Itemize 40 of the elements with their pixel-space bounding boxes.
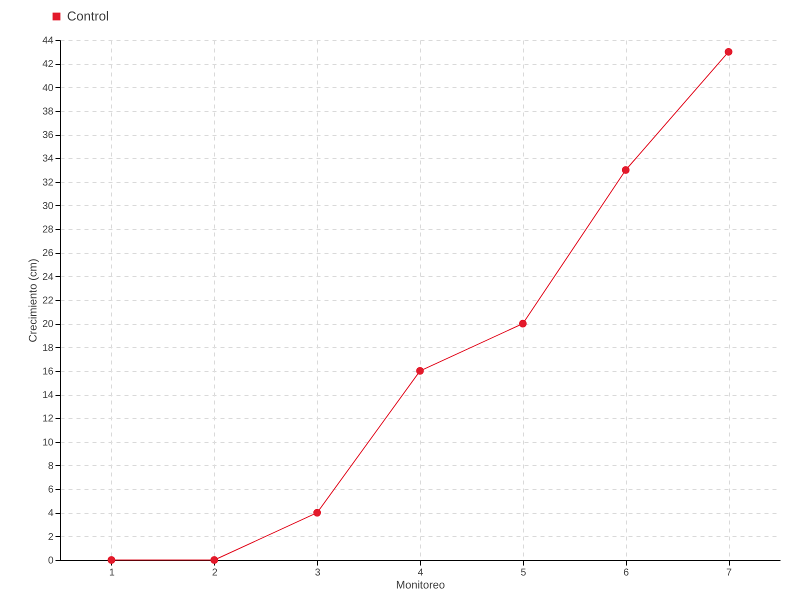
x-tick-label: 4: [418, 568, 424, 578]
y-tick-label: 20: [42, 319, 54, 330]
point: [313, 508, 322, 517]
y-tick-label: 4: [48, 508, 54, 520]
x-tick-label: 7: [726, 568, 732, 578]
y-tick-label: 44: [42, 36, 54, 46]
y-axis-title: Crecimiento (cm): [27, 258, 40, 342]
y-tick-label: 22: [42, 296, 54, 306]
y-tick-label: 32: [42, 177, 54, 188]
y-tick-label: 16: [42, 366, 54, 378]
y-tick-label: 30: [42, 200, 54, 212]
y-tick-label: 34: [42, 154, 54, 165]
point: [416, 367, 424, 375]
y-tick-label: 38: [42, 106, 54, 118]
x-tick-label: 5: [520, 568, 527, 578]
y-tick-label: 0: [48, 556, 54, 566]
y-tick-label: 2: [48, 532, 54, 543]
x-axis-title: Monitoreo: [396, 580, 445, 592]
y-tick-label: 10: [42, 437, 54, 448]
point: [622, 166, 630, 174]
y-tick-label: 28: [42, 224, 54, 236]
point: [518, 320, 527, 328]
y-tick-label: 18: [42, 342, 54, 354]
y-tick-label: 26: [42, 248, 54, 260]
y-tick-label: 6: [48, 484, 54, 496]
y-tick-label: 42: [42, 59, 54, 70]
legend-label: Control: [67, 8, 110, 24]
y-tick-label: 12: [42, 414, 54, 425]
y-tick-label: 36: [42, 130, 54, 142]
x-tick-label: 3: [314, 568, 321, 578]
y-tick-label: 14: [42, 390, 54, 402]
point: [210, 556, 218, 564]
point: [108, 556, 116, 564]
x-tick-label: 1: [109, 568, 116, 578]
x-tick-label: 2: [212, 568, 218, 578]
y-tick-label: 40: [42, 82, 54, 94]
point: [724, 48, 732, 56]
y-tick-label: 24: [42, 272, 54, 283]
y-tick-label: 8: [48, 460, 54, 472]
x-tick-label: 6: [623, 568, 630, 578]
